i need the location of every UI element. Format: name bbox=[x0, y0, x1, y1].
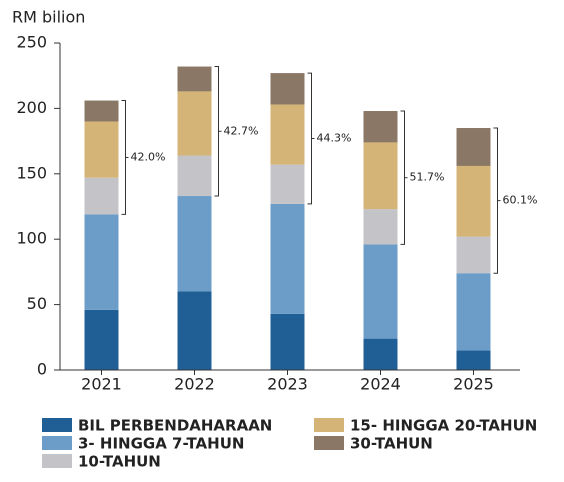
bar-segment bbox=[270, 164, 305, 204]
bar-segment bbox=[270, 313, 305, 370]
bar-segment bbox=[363, 111, 398, 143]
legend-label: 10-TAHUN bbox=[78, 453, 161, 471]
bar-segment bbox=[270, 73, 305, 105]
x-tick-label: 2021 bbox=[81, 375, 122, 394]
bar-segment bbox=[84, 177, 119, 215]
bar-segment bbox=[456, 128, 491, 166]
legend-label: BIL PERBENDAHARAAN bbox=[78, 417, 272, 435]
bracket bbox=[400, 110, 405, 245]
bar-segment bbox=[84, 100, 119, 122]
bar-segment bbox=[177, 91, 212, 156]
legend-label: 3- HINGGA 7-TAHUN bbox=[78, 435, 244, 453]
bar-segment bbox=[84, 309, 119, 370]
legend-swatch bbox=[42, 454, 72, 468]
bar-segment bbox=[456, 350, 491, 370]
legend-swatch bbox=[314, 418, 344, 432]
bracket bbox=[121, 100, 126, 215]
y-tick-label: 50 bbox=[27, 294, 47, 313]
y-axis-label: RM bilion bbox=[12, 8, 85, 27]
y-tick-label: 250 bbox=[16, 33, 47, 52]
bar-segment bbox=[456, 236, 491, 274]
bar-segment bbox=[177, 155, 212, 197]
x-tick-label: 2025 bbox=[453, 375, 494, 394]
x-tick-label: 2023 bbox=[267, 375, 308, 394]
bracket bbox=[307, 72, 312, 205]
bar-segment bbox=[456, 273, 491, 351]
bracket bbox=[214, 66, 219, 197]
x-tick-label: 2022 bbox=[174, 375, 215, 394]
bar-segment bbox=[177, 66, 212, 92]
legend-label: 15- HINGGA 20-TAHUN bbox=[350, 417, 537, 435]
x-tick-label: 2024 bbox=[360, 375, 401, 394]
bar-segment bbox=[363, 142, 398, 210]
legend-swatch bbox=[42, 436, 72, 450]
bracket-label: 42.7% bbox=[224, 124, 259, 137]
bar-segment bbox=[363, 209, 398, 245]
bracket bbox=[493, 127, 498, 274]
bracket-label: 44.3% bbox=[317, 131, 352, 144]
bar-segment bbox=[363, 338, 398, 370]
legend-swatch bbox=[42, 418, 72, 432]
bar-segment bbox=[84, 214, 119, 310]
bracket-label: 51.7% bbox=[410, 171, 445, 184]
y-tick-label: 100 bbox=[16, 229, 47, 248]
bar-segment bbox=[270, 203, 305, 314]
legend-label: 30-TAHUN bbox=[350, 435, 433, 453]
bar-segment bbox=[177, 291, 212, 370]
bracket-label: 42.0% bbox=[131, 150, 166, 163]
legend-swatch bbox=[314, 436, 344, 450]
bar-segment bbox=[456, 165, 491, 237]
y-tick-label: 0 bbox=[37, 360, 47, 379]
bar-segment bbox=[363, 244, 398, 339]
y-tick-label: 200 bbox=[16, 98, 47, 117]
bracket-label: 60.1% bbox=[503, 194, 538, 207]
bar-segment bbox=[270, 104, 305, 165]
y-tick-label: 150 bbox=[16, 163, 47, 182]
bar-segment bbox=[84, 121, 119, 178]
bar-segment bbox=[177, 196, 212, 292]
